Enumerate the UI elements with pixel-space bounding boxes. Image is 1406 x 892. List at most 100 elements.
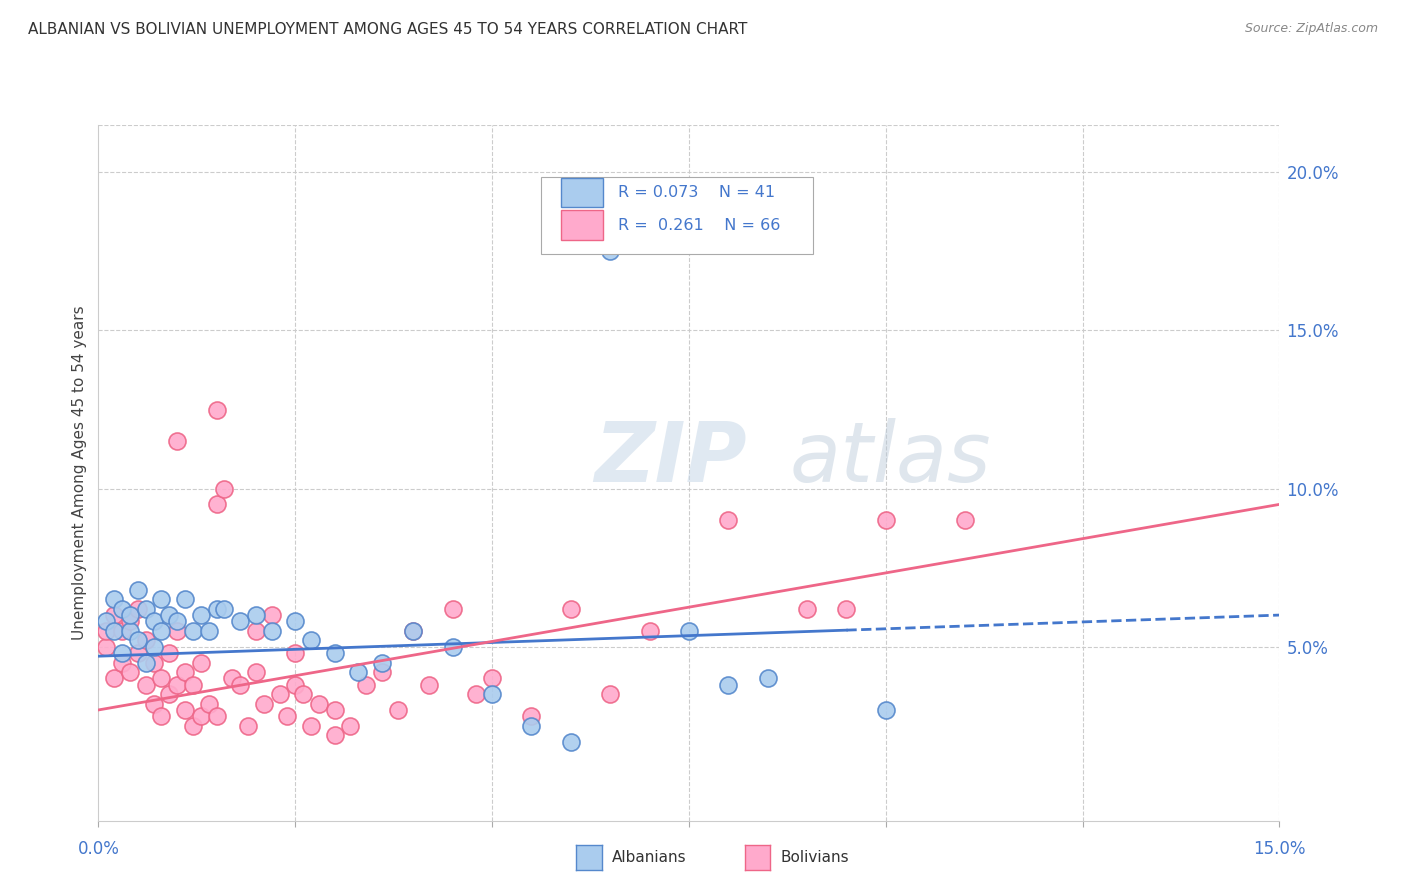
FancyBboxPatch shape <box>541 177 813 253</box>
Point <box>150 671 173 685</box>
Point <box>560 601 582 615</box>
Text: 15.0%: 15.0% <box>1253 840 1306 858</box>
Point <box>875 703 897 717</box>
Point <box>174 592 197 607</box>
Point <box>299 633 322 648</box>
Point <box>103 624 125 638</box>
Point <box>135 601 157 615</box>
Point <box>599 244 621 259</box>
Point <box>260 624 283 638</box>
Point <box>135 656 157 670</box>
Point <box>678 624 700 638</box>
Point <box>150 592 173 607</box>
Point <box>118 608 141 623</box>
Point <box>269 687 291 701</box>
Point <box>599 687 621 701</box>
Point <box>142 697 165 711</box>
Point <box>284 678 307 692</box>
Point <box>118 624 141 638</box>
Point <box>111 656 134 670</box>
Point <box>308 697 330 711</box>
Point <box>520 719 543 733</box>
Point <box>142 656 165 670</box>
Text: R =  0.261    N = 66: R = 0.261 N = 66 <box>619 218 780 233</box>
Point <box>166 615 188 629</box>
Point <box>245 608 267 623</box>
Point <box>229 615 252 629</box>
Point <box>339 719 361 733</box>
Text: Albanians: Albanians <box>612 850 686 864</box>
Point <box>166 624 188 638</box>
Text: R = 0.073    N = 41: R = 0.073 N = 41 <box>619 185 775 200</box>
Point <box>387 703 409 717</box>
Point <box>441 640 464 654</box>
Point <box>402 624 425 638</box>
Point <box>260 608 283 623</box>
Point <box>221 671 243 685</box>
Point <box>111 646 134 660</box>
Point <box>166 678 188 692</box>
Point <box>236 719 259 733</box>
Point <box>284 646 307 660</box>
Point <box>190 656 212 670</box>
Point <box>481 671 503 685</box>
Point <box>150 624 173 638</box>
Point <box>347 665 370 679</box>
Point <box>354 678 377 692</box>
Text: Bolivians: Bolivians <box>780 850 849 864</box>
Point <box>118 665 141 679</box>
Bar <box>561 211 603 240</box>
Point <box>299 719 322 733</box>
Point <box>214 601 236 615</box>
Point <box>197 697 219 711</box>
Point <box>284 615 307 629</box>
Point <box>717 513 740 527</box>
Point <box>953 513 976 527</box>
Point <box>111 624 134 638</box>
Text: ZIP: ZIP <box>595 418 747 500</box>
Point <box>245 624 267 638</box>
Point <box>181 624 204 638</box>
Point <box>181 678 204 692</box>
Point <box>127 633 149 648</box>
Point <box>142 640 165 654</box>
Point <box>560 734 582 748</box>
Point <box>190 709 212 723</box>
Text: Source: ZipAtlas.com: Source: ZipAtlas.com <box>1244 22 1378 36</box>
Point <box>205 497 228 511</box>
Point <box>103 592 125 607</box>
Point <box>166 434 188 449</box>
Point <box>875 513 897 527</box>
Point <box>292 687 315 701</box>
Point <box>638 624 661 638</box>
Point <box>245 665 267 679</box>
Point <box>205 709 228 723</box>
Point <box>465 687 488 701</box>
Point <box>214 482 236 496</box>
Point <box>323 646 346 660</box>
Point <box>135 678 157 692</box>
Point <box>157 608 180 623</box>
Point <box>174 665 197 679</box>
Point <box>142 615 165 629</box>
Point <box>150 709 173 723</box>
Point <box>157 687 180 701</box>
Point <box>174 703 197 717</box>
Point <box>441 601 464 615</box>
Point <box>127 601 149 615</box>
Point <box>96 640 118 654</box>
Point <box>96 624 118 638</box>
Point <box>756 671 779 685</box>
Point <box>157 646 180 660</box>
Point <box>253 697 276 711</box>
Y-axis label: Unemployment Among Ages 45 to 54 years: Unemployment Among Ages 45 to 54 years <box>72 305 87 640</box>
Point <box>103 671 125 685</box>
Point <box>418 678 440 692</box>
Point <box>127 646 149 660</box>
Point <box>371 656 394 670</box>
Text: 0.0%: 0.0% <box>77 840 120 858</box>
Point <box>118 615 141 629</box>
Point <box>835 601 858 615</box>
Point <box>796 601 818 615</box>
Point <box>96 615 118 629</box>
